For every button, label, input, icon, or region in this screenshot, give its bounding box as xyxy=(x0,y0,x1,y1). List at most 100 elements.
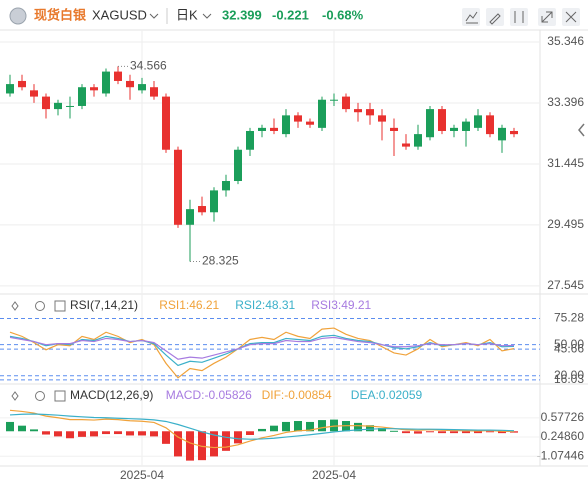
histogram-bar xyxy=(270,425,278,432)
candle-body xyxy=(306,121,314,125)
collapse-arrow[interactable] xyxy=(578,123,585,137)
collapse-icon[interactable] xyxy=(11,301,19,311)
histogram-bar xyxy=(30,429,38,432)
histogram-bar xyxy=(354,422,362,432)
histogram-bar xyxy=(162,431,170,444)
candle-body xyxy=(78,87,86,106)
histogram-bar xyxy=(450,431,458,434)
collapse-icon[interactable] xyxy=(11,391,19,401)
y-tick-label: 27.545 xyxy=(547,278,584,292)
candle-body xyxy=(186,209,194,225)
extreme-label: 28.325 xyxy=(202,254,239,268)
candle-body xyxy=(510,130,518,135)
y-tick-label: 50.00 xyxy=(554,337,584,351)
extreme-label: 34.566 xyxy=(130,59,167,73)
legend-entry: RSI3:49.21 xyxy=(311,298,371,312)
price-change-pct: -0.68% xyxy=(322,7,364,22)
histogram-bar xyxy=(378,428,386,432)
histogram-bar xyxy=(102,431,110,435)
histogram-bar xyxy=(474,431,482,434)
indicator-button[interactable] xyxy=(462,8,480,26)
y-tick-label: 20.00 xyxy=(554,368,584,382)
candle-body xyxy=(90,87,98,91)
indicator-title: MACD(12,26,9) xyxy=(70,388,153,402)
histogram-bar xyxy=(282,421,290,432)
interval[interactable]: 日K xyxy=(176,7,198,22)
line xyxy=(9,336,515,360)
line xyxy=(9,334,515,367)
legend-entry: DIF:-0.00854 xyxy=(262,388,332,402)
histogram-bar xyxy=(54,431,62,437)
line xyxy=(9,327,515,379)
candle-body xyxy=(210,190,218,213)
histogram-bar xyxy=(210,431,218,457)
histogram-bar xyxy=(114,431,122,435)
dropdown-arrow[interactable] xyxy=(149,13,159,19)
y-tick-label: -1.07446 xyxy=(537,448,585,462)
candle-body xyxy=(354,109,362,113)
candle-body xyxy=(342,96,350,110)
candle-body xyxy=(114,71,122,81)
candle-body xyxy=(66,105,74,107)
histogram-bar xyxy=(390,430,398,432)
indicator-title: RSI(7,14,21) xyxy=(70,298,138,312)
candle-body xyxy=(138,84,146,91)
x-tick-label: 2025-04 xyxy=(120,468,164,482)
histogram-bar xyxy=(426,431,434,433)
rsi-legend-icons xyxy=(11,300,66,402)
toggle-icon[interactable] xyxy=(54,390,66,402)
toolbar xyxy=(462,8,580,26)
toggle-icon[interactable] xyxy=(54,300,66,312)
histogram-bar xyxy=(306,421,314,432)
line xyxy=(9,413,515,440)
candle-body xyxy=(234,149,242,182)
histogram-bar xyxy=(222,431,230,451)
candle-body xyxy=(198,206,206,213)
candle-body xyxy=(282,115,290,135)
candle-body xyxy=(258,127,266,131)
candle-body xyxy=(246,130,254,150)
histogram-bar xyxy=(174,431,182,457)
legend-entry: RSI1:46.21 xyxy=(159,298,219,312)
histogram-bar xyxy=(78,431,86,437)
histogram-bar xyxy=(42,431,50,435)
histogram-bar xyxy=(402,431,410,434)
candle-body xyxy=(426,109,434,138)
histogram-bar xyxy=(366,425,374,432)
candle-body xyxy=(18,80,26,88)
histogram-bar xyxy=(198,431,206,461)
candle-body xyxy=(318,99,326,128)
histogram-bar xyxy=(66,431,74,439)
y-tick-label: 16.03 xyxy=(554,372,584,386)
histogram-bar xyxy=(138,431,146,436)
settings-icon[interactable] xyxy=(35,301,45,311)
candle-body xyxy=(390,127,398,131)
candle-body xyxy=(162,96,170,150)
candle-body xyxy=(450,127,458,131)
candle-body xyxy=(6,84,14,94)
legend-entry: MACD:-0.05826 xyxy=(166,388,252,402)
histogram-bar xyxy=(186,431,194,461)
candle-body xyxy=(330,99,338,101)
candle-body xyxy=(366,109,374,116)
symbol-name[interactable]: 现货白银 xyxy=(34,7,87,22)
indicator-icon xyxy=(465,11,478,24)
y-tick-label: 75.28 xyxy=(554,311,584,325)
draw-icon xyxy=(489,13,501,25)
candle-button[interactable] xyxy=(510,8,528,26)
ticker[interactable]: XAGUSD xyxy=(92,7,147,22)
candle-body xyxy=(498,127,506,141)
x-tick-label: 2025-04 xyxy=(312,468,356,482)
histogram-bar xyxy=(438,431,446,434)
dropdown-arrow[interactable] xyxy=(202,13,212,19)
candle-body xyxy=(54,102,62,110)
y-tick-label: 33.396 xyxy=(547,95,584,109)
settings-icon[interactable] xyxy=(35,391,45,401)
price-change: -0.221 xyxy=(272,7,309,22)
candle-body xyxy=(270,127,278,131)
histogram-bar xyxy=(258,428,266,432)
candle-body xyxy=(102,71,110,94)
candle-body xyxy=(474,115,482,128)
